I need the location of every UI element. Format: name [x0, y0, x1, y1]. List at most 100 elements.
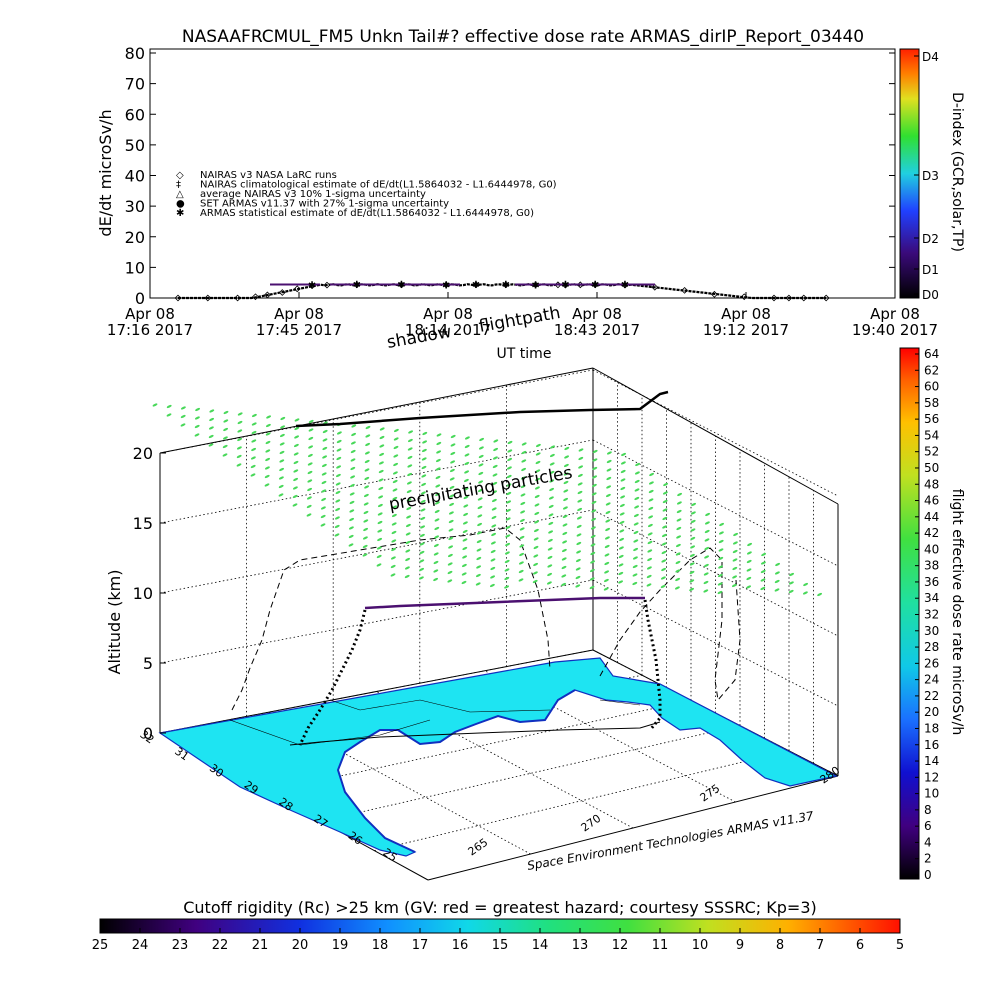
particle-marker [408, 430, 414, 434]
particle-marker [463, 496, 469, 499]
particle-marker [662, 525, 668, 529]
particle-marker [321, 489, 327, 493]
particle-marker [478, 455, 484, 458]
particle-marker [422, 440, 428, 444]
particle-marker [279, 451, 285, 454]
particle-marker [605, 528, 611, 531]
particle-marker [378, 470, 384, 473]
particle-marker [464, 470, 470, 474]
dose-tick-label: 20 [924, 705, 939, 719]
particle-marker [435, 467, 441, 471]
particle-marker [590, 552, 596, 555]
particle-marker [293, 478, 299, 481]
particle-marker [405, 524, 411, 527]
particle-marker [535, 444, 541, 447]
particle-marker [520, 476, 526, 480]
particle-marker [591, 509, 597, 513]
particle-marker [562, 515, 568, 518]
particle-marker [521, 442, 527, 446]
particle-marker [405, 541, 411, 544]
particle-marker [308, 445, 314, 449]
particle-marker [620, 470, 626, 473]
particle-marker [532, 571, 538, 575]
particle-marker [662, 508, 668, 512]
y-tick-label: 80 [125, 44, 145, 63]
particle-marker [322, 447, 328, 450]
particle-marker [336, 457, 342, 460]
particle-marker [634, 505, 640, 509]
dose-tick-label: 26 [924, 656, 939, 670]
particle-marker [589, 569, 595, 572]
particle-marker [620, 478, 626, 482]
nairas-point [651, 283, 659, 291]
particle-marker [349, 501, 355, 504]
particle-marker [618, 546, 624, 550]
lat-tick-label: 32 [138, 728, 157, 747]
particle-marker [392, 505, 398, 509]
particle-marker [547, 573, 553, 576]
particle-marker [606, 460, 612, 463]
particle-marker [478, 446, 484, 450]
particle-marker [479, 438, 485, 441]
z-tick-label: 15 [133, 514, 153, 533]
dose-tick-label: 8 [924, 803, 932, 817]
particle-marker [292, 495, 298, 498]
particle-marker [320, 506, 326, 510]
armas-stat-point: ✱ [353, 280, 361, 291]
particle-marker [292, 503, 298, 507]
map-floor [158, 657, 838, 857]
particle-marker [489, 584, 495, 587]
particle-marker [307, 454, 313, 457]
particle-marker [476, 557, 482, 560]
particle-marker [620, 495, 626, 499]
particle-marker [322, 455, 328, 459]
particle-marker [392, 471, 398, 475]
particle-marker [632, 565, 638, 568]
particle-marker [718, 557, 724, 560]
particle-marker [490, 541, 496, 545]
particle-marker [491, 524, 497, 528]
particle-marker [634, 497, 640, 500]
particle-marker [491, 533, 497, 536]
particle-marker [477, 514, 483, 518]
particle-marker [578, 448, 584, 452]
particle-marker [376, 546, 382, 550]
particle-marker [703, 572, 709, 576]
armas-stat-point: ✱ [397, 280, 405, 291]
particle-marker [520, 510, 526, 514]
dose-tick-label: 16 [924, 738, 939, 752]
particle-marker [592, 450, 598, 453]
particle-marker [591, 484, 597, 487]
shadow-label: shadow [385, 322, 453, 353]
particle-marker [703, 589, 709, 593]
particle-marker [504, 577, 510, 580]
dose-tick-label: 10 [924, 787, 939, 801]
dose-tick-label: 24 [924, 673, 939, 687]
particle-marker [392, 480, 398, 483]
climb-descent-markers [298, 599, 662, 746]
particle-marker [321, 481, 327, 484]
particle-marker [703, 564, 709, 567]
legend: ◇ NAIRAS v3 NASA LaRC runs ‡ NAIRAS climato… [176, 170, 557, 219]
particle-marker [265, 449, 271, 453]
particle-marker [407, 464, 413, 468]
particle-marker [619, 529, 625, 533]
dose-tick-label: 46 [924, 494, 939, 508]
particle-marker [532, 580, 538, 583]
rc-tick-label: 6 [856, 938, 864, 953]
particle-marker [237, 412, 243, 416]
particle-marker [676, 535, 682, 539]
particle-marker [504, 551, 510, 555]
d-index-colorbar [899, 48, 920, 299]
coastline-detail [336, 689, 576, 853]
particle-marker [534, 520, 540, 524]
particle-marker [717, 591, 723, 594]
rc-tick-label: 21 [252, 938, 269, 953]
particle-marker [419, 568, 425, 571]
particle-marker [633, 539, 639, 543]
lon-tick-label: 265 [466, 836, 491, 859]
particle-marker [589, 586, 595, 589]
particle-marker [351, 433, 357, 436]
particle-marker [450, 443, 456, 447]
particle-marker [307, 462, 313, 466]
